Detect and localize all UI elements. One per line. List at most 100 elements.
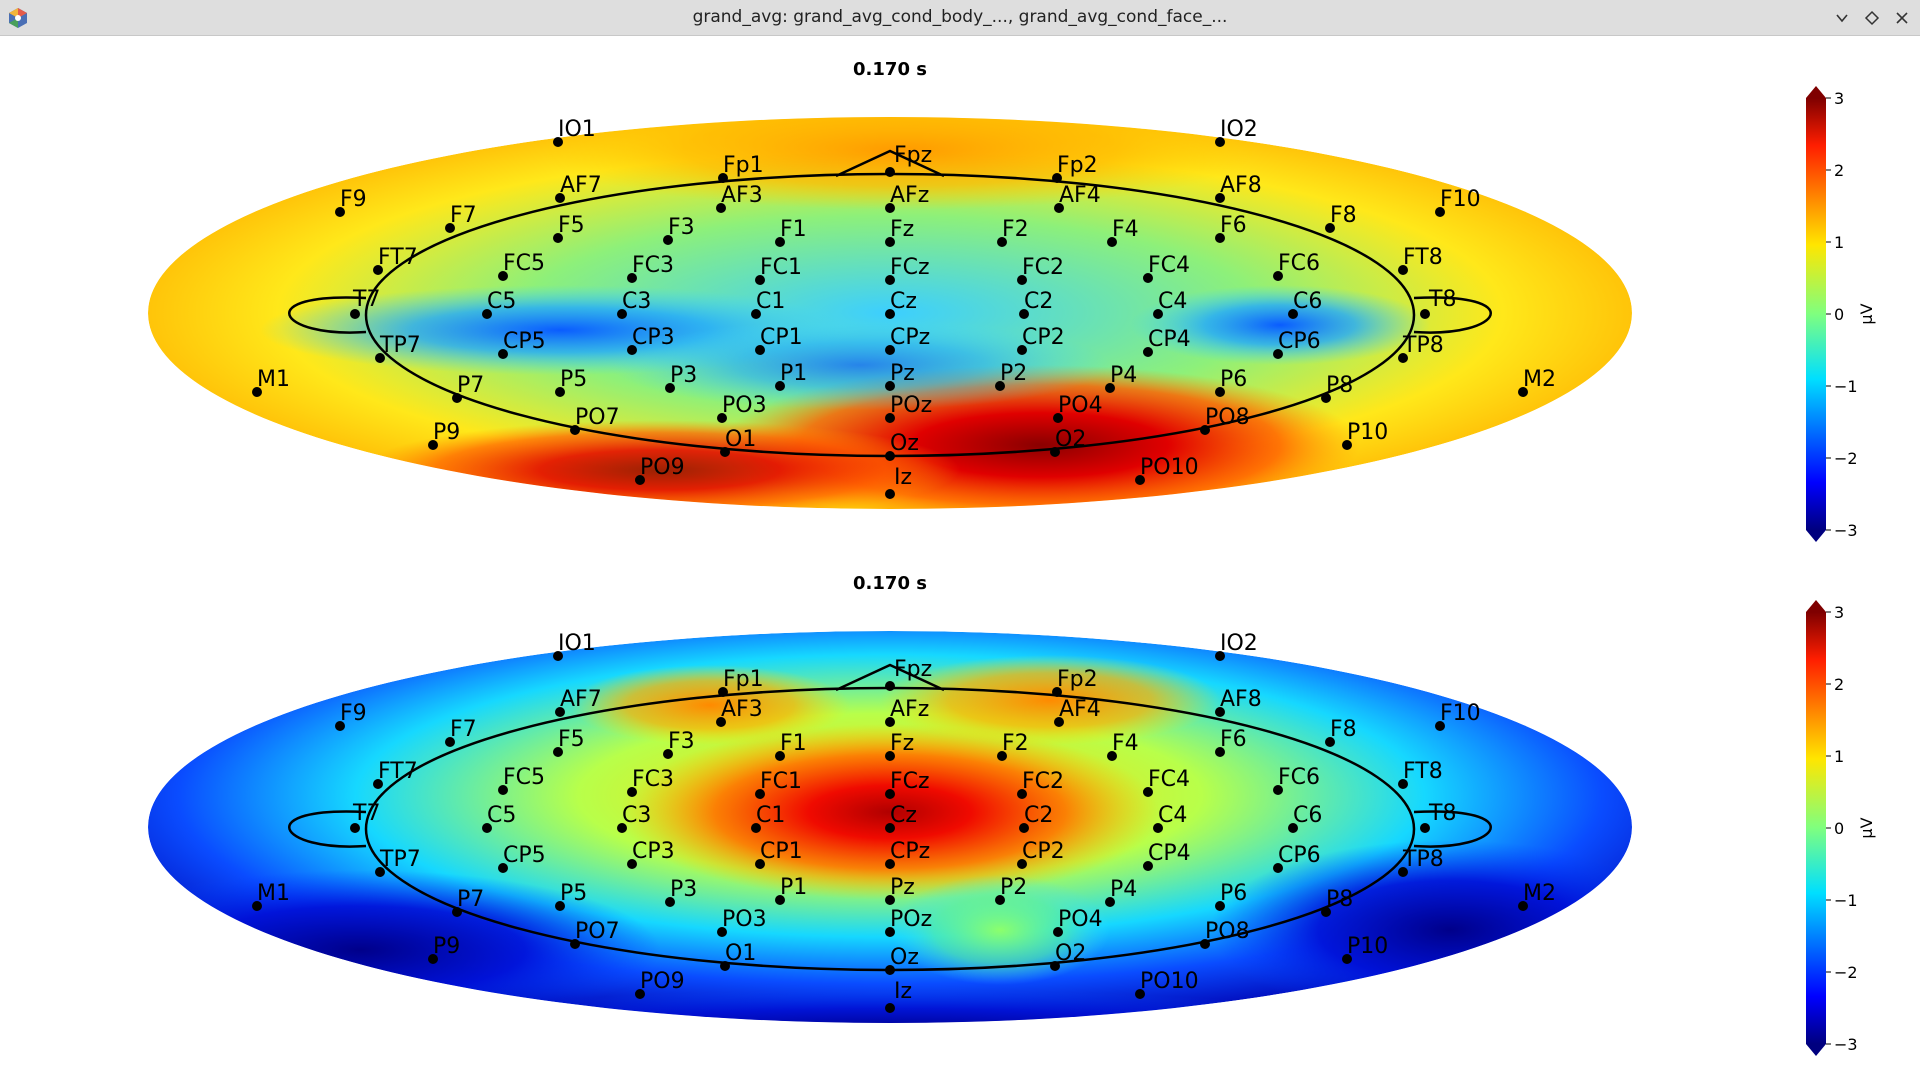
sensor-label-cp5: CP5	[503, 329, 546, 354]
sensor-cpz-marker	[885, 345, 895, 355]
sensor-cp3-marker	[627, 859, 637, 869]
sensor-label-c2: C2	[1024, 289, 1053, 314]
sensor-label-fp1: Fp1	[723, 667, 764, 692]
sensor-label-c1: C1	[756, 289, 785, 314]
sensor-fc6-marker	[1273, 785, 1283, 795]
sensor-io1-marker	[553, 137, 563, 147]
sensor-fc3-marker	[627, 787, 637, 797]
sensor-c2-marker	[1019, 823, 1029, 833]
sensor-o2-marker	[1050, 447, 1060, 457]
sensor-label-f6: F6	[1220, 213, 1247, 238]
sensor-label-fc5: FC5	[503, 765, 545, 790]
sensor-label-f8: F8	[1330, 717, 1357, 742]
sensor-label-po8: PO8	[1205, 405, 1250, 430]
sensor-label-o2: O2	[1055, 941, 1086, 966]
sensor-label-t8: T8	[1428, 287, 1456, 312]
sensor-c1-marker	[751, 823, 761, 833]
sensor-cz-marker	[885, 309, 895, 319]
sensor-po3-marker	[717, 927, 727, 937]
sensor-fp1-marker	[718, 173, 728, 183]
sensor-label-c1: C1	[756, 803, 785, 828]
sensor-label-o1: O1	[725, 427, 756, 452]
maximize-icon[interactable]	[1860, 6, 1884, 30]
sensor-label-fc1: FC1	[760, 255, 802, 280]
sensor-af7-marker	[555, 193, 565, 203]
minimize-icon[interactable]	[1830, 6, 1854, 30]
sensor-ft8-marker	[1398, 779, 1408, 789]
sensor-po4-marker	[1053, 927, 1063, 937]
sensor-label-fc3: FC3	[632, 253, 674, 278]
sensor-o2-marker	[1050, 961, 1060, 971]
sensor-cp5-marker	[498, 863, 508, 873]
sensor-fpz-marker	[885, 681, 895, 691]
sensor-label-c5: C5	[487, 289, 516, 314]
sensor-af4-marker	[1054, 717, 1064, 727]
sensor-label-fc1: FC1	[760, 769, 802, 794]
sensor-label-c6: C6	[1293, 289, 1322, 314]
sensor-cp3-marker	[627, 345, 637, 355]
colorbar-tick-label: 2	[1834, 675, 1844, 694]
colorbar-tick-label: −1	[1834, 377, 1858, 396]
sensor-p10-marker	[1342, 440, 1352, 450]
sensor-label-fp2: Fp2	[1057, 667, 1098, 692]
colorbar-tick-label: 3	[1834, 603, 1844, 622]
sensor-label-po7: PO7	[575, 919, 620, 944]
sensor-label-cp6: CP6	[1278, 329, 1321, 354]
sensor-label-c6: C6	[1293, 803, 1322, 828]
sensor-layer: IO1 IO2 Fp1 Fpz Fp2 F9 AF7 AF3 AFz AF4 AF8 F10 F7 F5 F…	[252, 117, 1556, 499]
close-icon[interactable]	[1890, 6, 1914, 30]
sensor-ft7-marker	[373, 779, 383, 789]
sensor-cz-marker	[885, 823, 895, 833]
sensor-label-po4: PO4	[1058, 907, 1103, 932]
sensor-label-cpz: CPz	[890, 839, 930, 864]
sensor-label-fc5: FC5	[503, 251, 545, 276]
sensor-label-m1: M1	[257, 881, 290, 906]
sensor-pz-marker	[885, 381, 895, 391]
sensor-label-p1: P1	[780, 361, 807, 386]
sensor-label-io2: IO2	[1220, 631, 1258, 656]
topomap-bottom: 0.170 s IO1 IO2 Fp1 Fpz Fp2 F9 AF7 AF3 AFz AF4 AF8…	[148, 573, 1632, 1023]
sensor-label-fcz: FCz	[890, 255, 930, 280]
sensor-label-fc4: FC4	[1148, 767, 1190, 792]
colorbar-extend-max	[1806, 86, 1826, 98]
sensor-label-f4: F4	[1112, 217, 1139, 242]
sensor-label-p5: P5	[560, 881, 587, 906]
sensor-fp2-marker	[1052, 173, 1062, 183]
sensor-label-af3: AF3	[721, 183, 763, 208]
sensor-label-af7: AF7	[560, 687, 602, 712]
sensor-label-io1: IO1	[558, 631, 596, 656]
sensor-p6-marker	[1215, 901, 1225, 911]
sensor-label-c3: C3	[622, 289, 651, 314]
sensor-f10-marker	[1435, 207, 1445, 217]
sensor-label-tp7: TP7	[379, 333, 421, 358]
sensor-tp7-marker	[375, 867, 385, 877]
sensor-fz-marker	[885, 751, 895, 761]
sensor-tp8-marker	[1398, 353, 1408, 363]
sensor-label-fc3: FC3	[632, 767, 674, 792]
sensor-label-p2: P2	[1000, 361, 1027, 386]
sensor-fc4-marker	[1143, 787, 1153, 797]
sensor-p4-marker	[1105, 383, 1115, 393]
sensor-p5-marker	[555, 387, 565, 397]
sensor-c6-marker	[1288, 309, 1298, 319]
sensor-cp4-marker	[1143, 861, 1153, 871]
sensor-f5-marker	[553, 233, 563, 243]
sensor-label-p4: P4	[1110, 877, 1137, 902]
sensor-oz-marker	[885, 965, 895, 975]
sensor-fpz-marker	[885, 167, 895, 177]
sensor-p4-marker	[1105, 897, 1115, 907]
sensor-label-pz: Pz	[890, 875, 915, 900]
sensor-cp6-marker	[1273, 349, 1283, 359]
sensor-label-af4: AF4	[1059, 183, 1101, 208]
sensor-f1-marker	[775, 237, 785, 247]
sensor-label-p8: P8	[1326, 887, 1353, 912]
sensor-f8-marker	[1325, 223, 1335, 233]
sensor-f7-marker	[445, 223, 455, 233]
sensor-af3-marker	[716, 717, 726, 727]
sensor-fc3-marker	[627, 273, 637, 283]
sensor-fc4-marker	[1143, 273, 1153, 283]
sensor-label-f4: F4	[1112, 731, 1139, 756]
sensor-t8-marker	[1420, 309, 1430, 319]
sensor-label-af7: AF7	[560, 173, 602, 198]
sensor-label-m2: M2	[1523, 367, 1556, 392]
